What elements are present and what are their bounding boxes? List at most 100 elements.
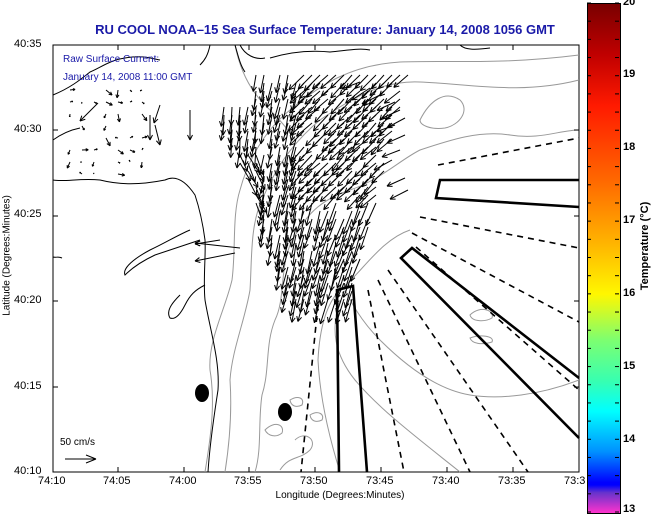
- x-tick-label: 74:00: [169, 475, 197, 487]
- current-vector: [343, 186, 361, 203]
- current-vector: [359, 146, 377, 161]
- current-vector: [228, 138, 234, 158]
- current-vector: [289, 106, 305, 122]
- current-vector: [117, 149, 124, 155]
- y-tick-label: 40:20: [14, 294, 42, 306]
- y-tick-label: 40:30: [14, 123, 42, 135]
- current-vector: [103, 125, 107, 131]
- current-vector: [296, 298, 305, 322]
- current-vector: [93, 148, 98, 151]
- current-vector: [256, 202, 265, 227]
- current-vector: [141, 135, 148, 139]
- current-vector: [336, 186, 353, 201]
- current-vector: [251, 74, 257, 92]
- current-vector: [312, 114, 329, 132]
- current-vector: [304, 202, 313, 226]
- current-vector: [139, 161, 144, 169]
- current-vector: [291, 194, 305, 211]
- current-vector: [338, 106, 353, 122]
- current-vector: [288, 74, 305, 91]
- current-vector: [257, 154, 265, 176]
- current-vector: [303, 290, 313, 316]
- current-vector: [266, 114, 273, 135]
- axis-ticks: [52, 44, 580, 473]
- current-vector: [280, 266, 289, 290]
- current-vector: [393, 74, 409, 88]
- current-vector: [265, 194, 273, 218]
- current-vector: [117, 101, 124, 105]
- current-vector: [376, 138, 393, 153]
- current-vector: [272, 98, 281, 120]
- current-vector: [117, 161, 121, 164]
- current-vector: [258, 122, 265, 145]
- current-vector: [249, 138, 257, 158]
- current-vector: [280, 194, 289, 216]
- legend-line-2: January 14, 2008 11:00 GMT: [63, 72, 193, 83]
- current-vector: [334, 298, 345, 325]
- current-vector: [281, 122, 289, 142]
- current-vector: [147, 115, 153, 141]
- colorbar-tick-16: 16: [623, 287, 636, 299]
- current-vector: [359, 74, 377, 92]
- colorbar-tick-18: 18: [623, 141, 636, 153]
- coastline: [52, 44, 491, 473]
- current-vector: [274, 170, 281, 192]
- current-vector: [116, 113, 121, 123]
- x-tick-label: 73:3: [564, 475, 586, 487]
- scale-label: 50 cm/s: [60, 437, 96, 448]
- x-tick-label: 73:35: [498, 475, 526, 487]
- shipping-lane-east: [434, 178, 580, 209]
- current-vector: [312, 298, 321, 324]
- current-vector: [289, 90, 305, 104]
- current-vector: [345, 82, 361, 98]
- current-vector: [314, 106, 329, 123]
- current-vector: [128, 159, 131, 163]
- temperature-colorbar: [587, 3, 621, 514]
- current-vector: [265, 242, 273, 266]
- current-vector: [291, 186, 305, 200]
- current-vector: [312, 226, 321, 252]
- current-vector: [194, 239, 221, 247]
- bathymetry-contours: [204, 44, 580, 473]
- current-vector: [295, 282, 305, 308]
- current-vector: [187, 110, 193, 141]
- current-vector: [323, 194, 337, 211]
- current-vector: [218, 122, 225, 141]
- current-vector: [234, 146, 241, 169]
- y-tick-label: 40:25: [14, 208, 42, 220]
- current-vector: [265, 90, 273, 108]
- current-vector: [258, 98, 265, 118]
- current-vector: [114, 136, 119, 139]
- current-vector: [79, 102, 99, 122]
- current-vector: [333, 242, 345, 267]
- current-vector: [91, 161, 95, 167]
- current-vector: [287, 114, 305, 132]
- current-vector: [273, 130, 281, 149]
- current-vector: [288, 170, 297, 191]
- legend-line-1: Raw Surface Current:: [63, 54, 160, 65]
- current-vector: [67, 149, 71, 155]
- current-vector: [337, 170, 353, 187]
- current-vector: [290, 146, 305, 163]
- colorbar-tick-14: 14: [623, 433, 636, 445]
- current-vector: [383, 90, 401, 104]
- current-vectors: [66, 74, 409, 325]
- y-axis-label: Latitude (Degrees:Minutes): [1, 195, 13, 316]
- current-vector: [129, 89, 133, 93]
- current-vector: [129, 149, 136, 153]
- buoy-marker-west: [195, 384, 209, 402]
- x-axis-label: Longitude (Degrees:Minutes): [275, 490, 405, 501]
- x-tick-label: 73:40: [432, 475, 460, 487]
- colorbar-tick-13: 13: [623, 503, 636, 515]
- current-vector: [361, 94, 381, 105]
- current-vector: [323, 130, 337, 145]
- current-vector: [194, 252, 236, 263]
- current-vector: [69, 100, 74, 103]
- current-vector: [105, 89, 113, 96]
- current-vector: [247, 170, 259, 188]
- current-vector: [265, 146, 273, 169]
- current-vector: [311, 242, 321, 267]
- current-vector: [386, 134, 406, 144]
- colorbar-tick-15: 15: [623, 360, 636, 372]
- current-vector: [381, 149, 401, 158]
